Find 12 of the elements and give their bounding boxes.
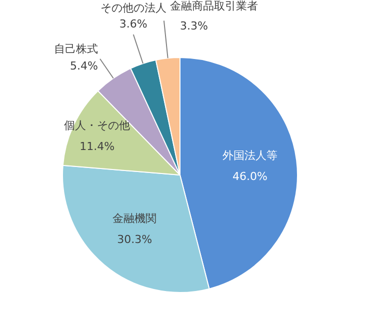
data-label: 46.0% — [232, 170, 268, 184]
data-label: 3.6% — [119, 17, 148, 30]
data-label: 3.3% — [180, 20, 208, 33]
slice-label: 金融商品取引業者 — [170, 0, 258, 13]
slice-label: 外国法人等 — [222, 149, 278, 162]
slice-label: 金融機関 — [112, 212, 157, 225]
data-label: 11.4% — [80, 140, 115, 153]
data-label: 5.4% — [70, 60, 98, 73]
slice-label: その他の法人 — [100, 1, 166, 14]
slice-label: 個人・その他 — [64, 118, 130, 132]
slice-label: 自己株式 — [54, 42, 98, 56]
data-label: 30.3% — [117, 232, 152, 246]
